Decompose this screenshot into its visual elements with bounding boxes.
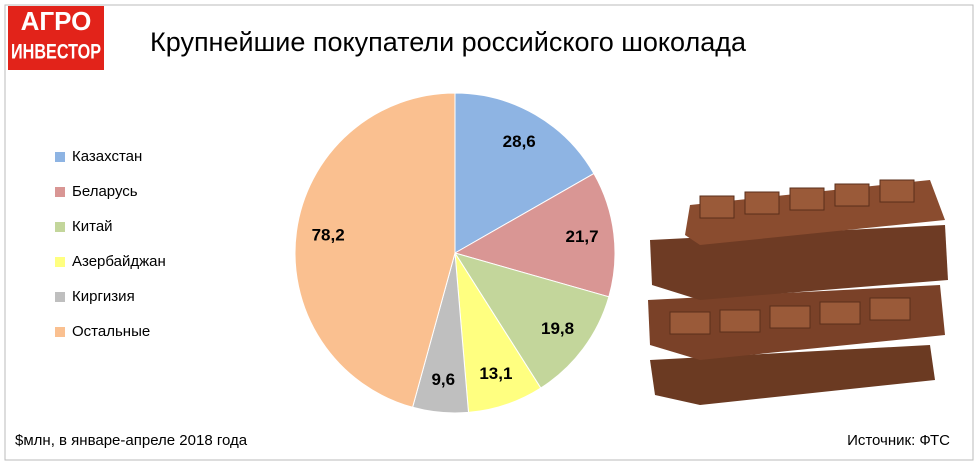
legend-swatch	[55, 222, 65, 232]
logo-line2: ИНВЕСТОР	[11, 41, 101, 64]
legend-swatch	[55, 152, 65, 162]
data-label: 9,6	[431, 370, 455, 389]
legend-swatch	[55, 187, 65, 197]
logo-line1: АГРО	[21, 6, 92, 36]
legend-label: Азербайджан	[72, 253, 166, 270]
chocolate-picture	[648, 179, 948, 405]
pie-slice	[453, 172, 616, 298]
data-label: 21,7	[566, 227, 599, 246]
note: $млн, в январе-апреле 2018 года	[15, 432, 248, 449]
data-label: 28,6	[503, 132, 536, 151]
data-label: 13,1	[479, 364, 512, 383]
data-label: 78,2	[312, 225, 345, 244]
legend-label: Киргизия	[72, 288, 135, 305]
pie-slice	[454, 92, 595, 254]
data-label: 19,8	[541, 319, 574, 338]
logo-box	[8, 6, 104, 70]
legend-label: Беларусь	[72, 183, 138, 200]
legend-label: Китай	[72, 218, 113, 235]
pie-slice	[294, 92, 456, 408]
source: Источник: ФТС	[847, 432, 950, 449]
legend-swatch	[55, 292, 65, 302]
chart-title: Крупнейшие покупатели российского шокола…	[150, 27, 747, 57]
legend-swatch	[55, 257, 65, 267]
legend-label: Остальные	[72, 323, 150, 340]
legend-label: Казахстан	[72, 148, 142, 165]
pie-slice	[453, 252, 610, 389]
legend-swatch	[55, 327, 65, 337]
